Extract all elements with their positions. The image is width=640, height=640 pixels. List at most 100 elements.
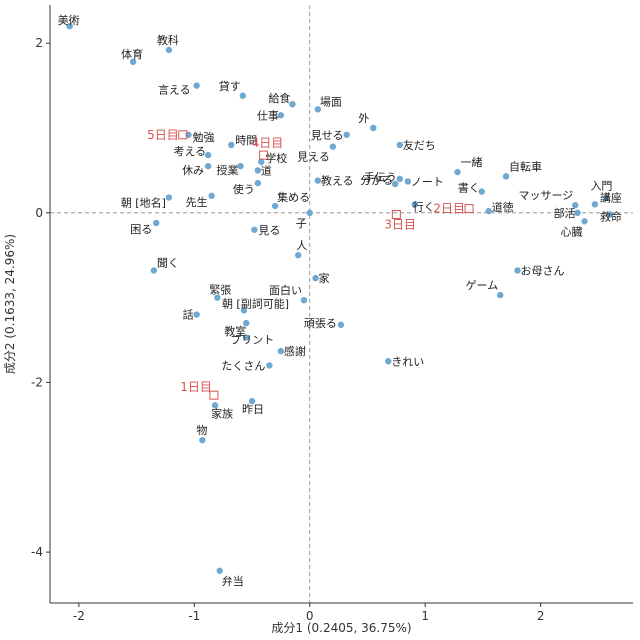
word-label: 勉強 [193,130,215,144]
x-tick-label: -1 [188,609,200,623]
word-label: 弁当 [222,574,244,588]
word-point [228,141,235,149]
x-tick-label: 2 [537,609,545,623]
word-label: 道 [261,163,272,177]
word-point [165,46,173,54]
word-label: 友だち [403,138,436,152]
word-point [251,226,258,233]
word-point [129,58,137,66]
day-label: 1日目 [180,380,212,394]
word-label: 時間 [235,134,257,147]
word-point [239,92,246,99]
word-point [214,294,221,301]
word-label: 家族 [211,406,233,420]
day-point [391,210,401,220]
word-point [240,307,248,314]
word-label: 朝 [副詞可能] [222,296,289,310]
word-point [237,162,244,170]
word-point [404,178,412,185]
word-label: 困る [130,223,152,236]
word-point [485,207,492,215]
word-point [574,209,581,217]
word-point [391,180,399,188]
word-label: 使う [233,183,255,196]
word-point [591,201,599,208]
word-point [211,402,219,409]
word-label: 聞く [157,256,179,269]
word-point [385,358,392,365]
day-point [464,204,474,214]
word-label: 人 [296,239,307,252]
word-label: 救命 [600,210,622,224]
word-point [193,82,200,89]
word-label: 書く [458,181,480,195]
word-label: 話 [183,308,194,322]
word-label: 外 [358,112,369,125]
word-point [603,194,610,201]
y-tick-label: -2 [31,375,43,389]
word-point [199,436,206,444]
word-point [258,158,265,166]
word-label: 見える [297,151,330,164]
word-point [329,143,337,150]
word-label: 一緒 [461,155,483,169]
word-point [314,177,322,184]
word-label: 頑張る [304,317,337,330]
day-label: 5日目 [147,128,179,142]
word-point [502,173,510,180]
word-label: 緊張 [209,284,231,297]
word-label: 教室 [224,324,246,338]
word-label: 考える [173,145,206,158]
word-point [204,162,212,170]
word-label: 場面 [320,95,342,108]
word-point [165,194,173,201]
word-point [243,334,250,341]
word-point [295,252,302,259]
day-point [259,150,269,160]
word-point [370,124,377,132]
word-label: お母さん [521,264,565,277]
word-point [216,567,223,574]
word-point [497,291,504,299]
axes [49,5,633,604]
word-point [581,218,588,225]
word-label: 道徳 [492,200,514,214]
word-point [306,209,313,217]
word-label: 見せる [311,129,344,142]
word-point [337,321,345,328]
word-label: 体育 [121,47,143,61]
word-label: ゲーム [466,279,499,292]
word-label: 分かる [360,174,393,187]
word-point [193,311,200,318]
word-label: 学校 [265,151,287,165]
word-point [153,219,160,227]
word-label: 朝 [地名] [121,196,166,210]
word-point [572,201,579,209]
word-label: 授業 [216,163,238,177]
word-point [271,202,279,210]
y-axis-title: 成分2 (0.1633, 24.96%) [3,234,17,374]
word-label: 給食 [268,91,290,105]
word-point [266,362,273,369]
word-label: 自転車 [509,159,542,173]
word-point [248,397,256,405]
word-point [208,192,215,200]
day-point [178,130,188,140]
reference-lines [50,5,633,603]
day-label: 2日目 [433,202,465,216]
x-tick-label: 0 [306,609,314,623]
x-tick-label: -2 [73,609,85,623]
word-label: 部活 [554,206,576,220]
word-label: 美術 [58,14,80,27]
word-label: 言える [158,84,191,97]
y-tick-label: -4 [31,545,43,559]
word-label: 見る [258,224,280,237]
word-point [343,131,350,138]
day-points: 1日目 2日目 3日目 4日目 5日目 [147,128,474,400]
x-tick-label: 1 [421,609,429,623]
word-label: 昨日 [242,403,264,416]
word-point [277,347,285,355]
word-points [66,23,614,574]
word-point [478,188,485,195]
